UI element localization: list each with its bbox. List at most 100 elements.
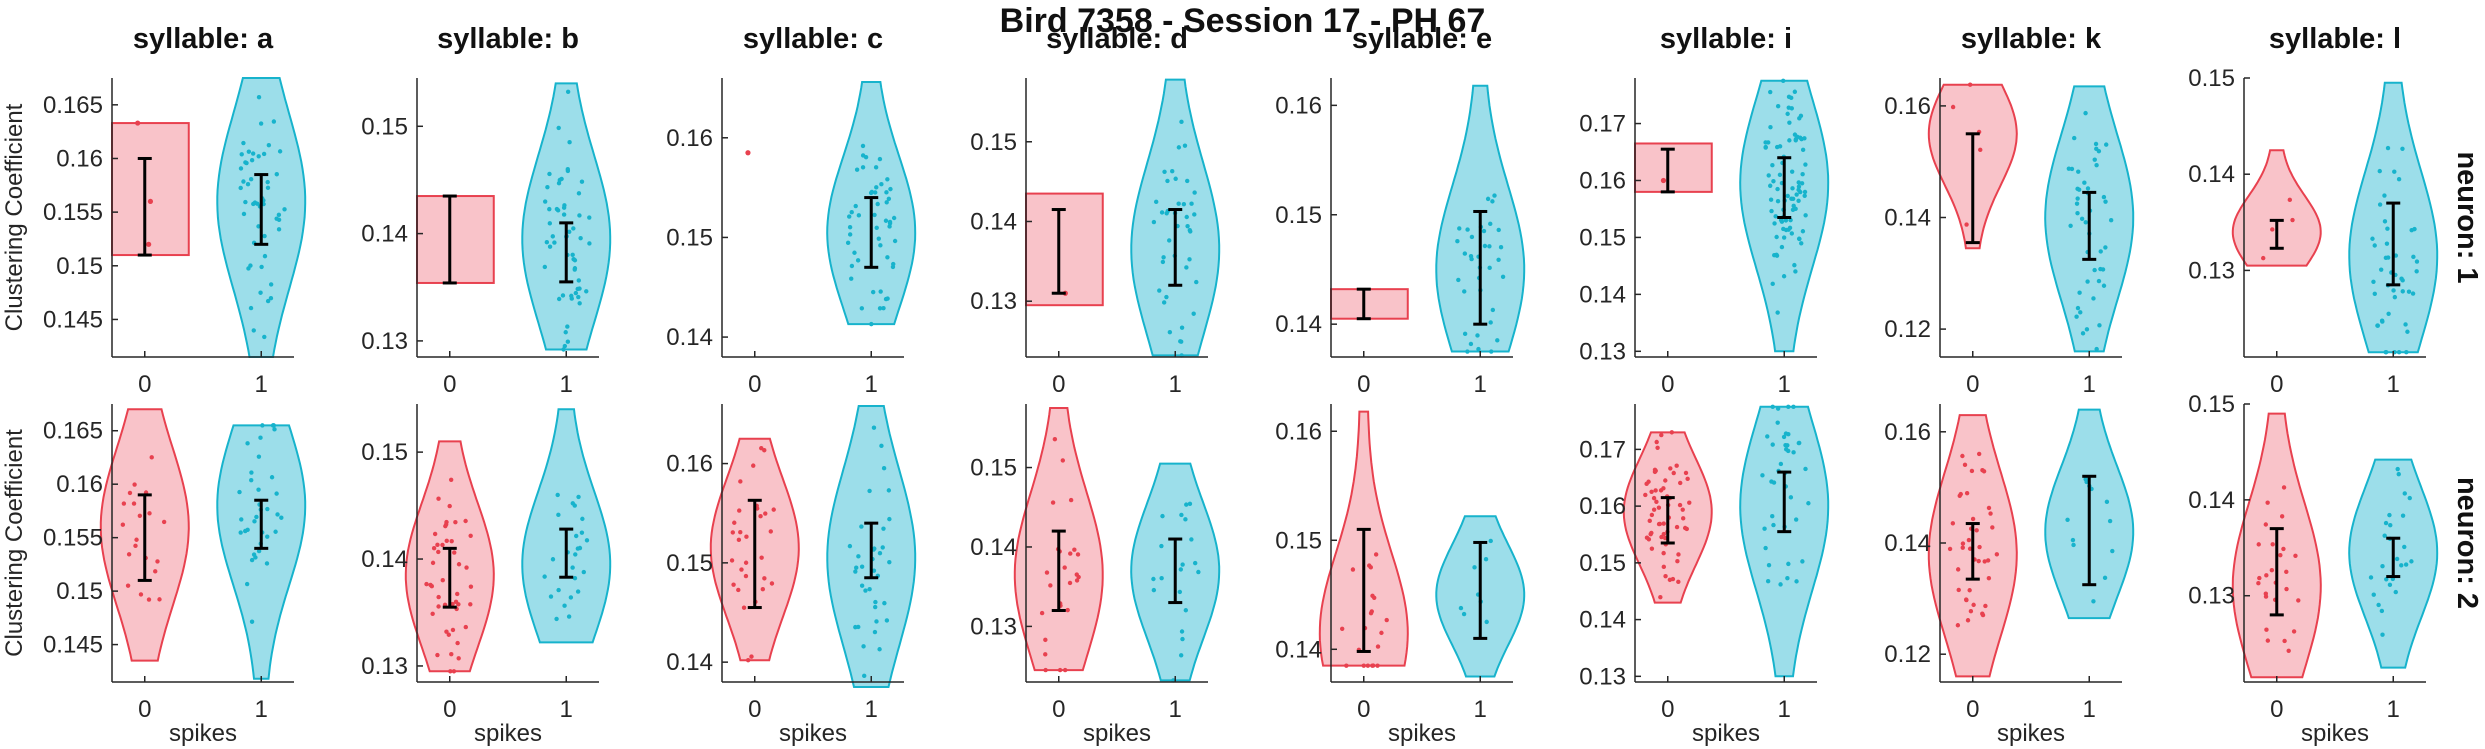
data-point (1797, 116, 1802, 121)
data-point (1370, 593, 1375, 598)
data-point (1644, 481, 1649, 487)
y-tick-label: 0.16 (1579, 167, 1626, 194)
data-point (1373, 552, 1379, 557)
data-point (579, 530, 585, 535)
data-point (260, 423, 265, 428)
data-point (579, 179, 585, 184)
data-point (570, 501, 575, 506)
data-point (2094, 162, 2099, 168)
data-point (1663, 478, 1668, 483)
data-point (450, 627, 456, 633)
data-point (1947, 546, 1953, 552)
data-point (2396, 177, 2402, 182)
data-point (1654, 439, 1659, 445)
violin-body-0 (111, 122, 190, 257)
data-point (1983, 603, 1988, 609)
data-point (2101, 283, 2107, 288)
x-tick-label: 0 (2270, 696, 2283, 723)
data-point (575, 286, 580, 292)
data-point (873, 604, 878, 610)
y-tick-label: 0.155 (43, 525, 103, 552)
data-point (2407, 495, 2412, 501)
data-point (1677, 502, 1683, 508)
violin-body-0 (2231, 149, 2322, 267)
data-point (1762, 526, 1767, 531)
data-point (259, 264, 264, 270)
error-bar-0 (1660, 147, 1675, 194)
y-tick-label: 0.16 (1579, 493, 1626, 520)
data-point (882, 600, 887, 606)
data-point (2377, 202, 2383, 207)
data-point (1649, 489, 1654, 494)
error-bar-1 (2386, 536, 2401, 579)
y-tick-label: 0.13 (2188, 583, 2235, 610)
data-point (879, 182, 884, 187)
data-point (1785, 193, 1790, 199)
data-point (1670, 576, 1676, 582)
data-point (561, 347, 566, 352)
data-point (887, 516, 892, 522)
data-point (256, 154, 261, 159)
data-point (1796, 184, 1802, 189)
x-tick-label: 1 (560, 696, 573, 723)
data-point (1191, 311, 1196, 316)
data-point (258, 435, 263, 440)
data-point (1159, 210, 1165, 215)
data-point (1658, 594, 1663, 600)
y-tick-label: 0.165 (43, 418, 103, 445)
data-point (2104, 142, 2109, 147)
data-point (1950, 104, 1956, 110)
data-point (1768, 124, 1773, 130)
data-point (542, 199, 548, 204)
data-point (2282, 638, 2287, 644)
data-point (853, 569, 858, 574)
data-point (256, 548, 262, 554)
data-point (126, 552, 132, 557)
data-point (440, 578, 445, 583)
data-point (2263, 522, 2269, 527)
data-point (443, 522, 449, 527)
data-point (463, 624, 468, 630)
data-point (254, 514, 259, 520)
data-point (2387, 512, 2392, 518)
data-point (440, 542, 445, 548)
data-point (2412, 226, 2417, 232)
data-point (2284, 569, 2289, 575)
data-point (1777, 144, 1783, 149)
data-point (436, 496, 441, 501)
data-point (455, 591, 460, 597)
subplot-1-2: 0.13 0.14 0.15 0 1 syllable: b (361, 23, 612, 398)
data-point (1455, 239, 1460, 244)
error-bar-0 (137, 156, 152, 257)
data-point (751, 463, 756, 468)
data-point (2270, 542, 2275, 547)
x-tick-label: 1 (865, 371, 878, 398)
y-tick-label: 0.14 (1579, 281, 1626, 308)
data-point (573, 290, 579, 296)
x-axis-label: spikes (474, 720, 542, 747)
data-point (2388, 522, 2393, 528)
data-point (1370, 663, 1375, 668)
data-point (1044, 570, 1050, 575)
data-point (1791, 450, 1796, 455)
data-point (1785, 111, 1790, 117)
data-point (2264, 573, 2269, 578)
data-point (127, 490, 133, 496)
data-point (1165, 178, 1170, 184)
data-point (874, 185, 879, 190)
data-point (1950, 521, 1956, 526)
data-point (565, 324, 570, 329)
y-tick-label: 0.15 (1275, 527, 1322, 554)
data-point (731, 582, 736, 587)
data-point (2085, 279, 2090, 284)
data-point (137, 513, 143, 519)
data-point (1783, 442, 1788, 448)
data-point (1763, 140, 1768, 145)
y-tick-label: 0.14 (1579, 607, 1626, 634)
data-point (870, 289, 876, 295)
data-point (2269, 567, 2275, 573)
y-tick-label: 0.13 (970, 613, 1017, 640)
error-bar-1 (254, 173, 269, 246)
data-point (1800, 229, 1806, 234)
data-point (1184, 214, 1189, 220)
